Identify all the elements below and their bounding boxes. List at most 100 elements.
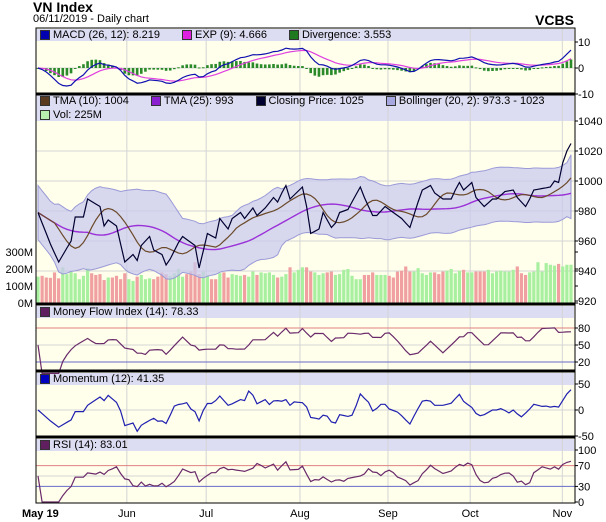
volume-bar — [94, 274, 98, 303]
divergence-bar — [168, 68, 172, 71]
volume-bar — [160, 272, 164, 303]
volume-bar — [73, 273, 77, 303]
volume-bar — [218, 273, 222, 303]
divergence-bar — [185, 64, 189, 68]
volume-bar — [317, 274, 321, 303]
x-tick-label: Aug — [290, 508, 310, 520]
mfi-tick-label: 80 — [578, 323, 590, 335]
volume-bar — [242, 274, 247, 303]
divergence-bar — [474, 67, 478, 69]
volume-bar — [77, 279, 81, 303]
divergence-bar — [396, 68, 399, 71]
volume-bar — [156, 276, 160, 303]
divergence-bar — [540, 67, 544, 69]
volume-bar — [143, 279, 148, 303]
divergence-bar — [338, 68, 341, 73]
divergence-bar — [350, 68, 354, 69]
volume-bar — [61, 267, 65, 303]
divergence-bar — [313, 68, 317, 76]
divergence-bar — [495, 68, 498, 71]
divergence-bar — [218, 61, 222, 68]
divergence-bar — [400, 68, 403, 71]
volume-bar — [346, 269, 350, 303]
divergence-bar — [206, 65, 209, 68]
divergence-bar — [524, 68, 527, 71]
volume-bar — [90, 273, 94, 303]
price-tick-label: 920 — [578, 296, 596, 308]
volume-bar — [404, 266, 408, 303]
volume-bar — [205, 274, 210, 303]
volume-bar — [81, 275, 86, 303]
tma25-line — [37, 192, 572, 251]
divergence-bar — [346, 68, 350, 70]
divergence-bar — [247, 62, 251, 68]
volume-bar — [449, 269, 453, 303]
divergence-bar — [292, 65, 296, 68]
volume-bar — [428, 272, 433, 303]
divergence-bar — [210, 64, 213, 68]
divergence-bar — [255, 63, 259, 68]
volume-bar — [366, 274, 371, 303]
divergence-bar — [61, 68, 65, 77]
volume-bar — [329, 271, 333, 303]
volume-bar — [313, 272, 317, 303]
divergence-bar — [272, 64, 275, 68]
divergence-bar — [445, 66, 449, 68]
legend-label: TMA (25): 993 — [163, 95, 234, 107]
volume-bar — [321, 273, 325, 303]
macd-legend-band — [36, 29, 574, 41]
price-tick-label: 940 — [578, 266, 596, 278]
divergence-bar — [470, 65, 474, 68]
volume-bar — [44, 277, 48, 303]
divergence-bar — [449, 66, 453, 68]
x-tick-label: Jun — [118, 508, 136, 520]
volume-bar — [338, 274, 342, 303]
volume-bar — [424, 274, 428, 303]
momentum-tick-label: 0 — [578, 405, 584, 417]
volume-bar — [354, 279, 358, 303]
price-tick-label: 1020 — [578, 146, 602, 158]
volume-bar — [259, 272, 263, 303]
volume-bar — [445, 270, 449, 303]
volume-bar — [267, 272, 271, 303]
legend-bollinger: Bollinger (20, 2): 973.3 - 1023 — [385, 95, 544, 107]
volume-bar — [482, 271, 486, 303]
divergence-bar — [569, 59, 573, 68]
legend-label: TMA (10): 1004 — [53, 95, 129, 107]
divergence-bar — [148, 68, 151, 70]
divergence-bar — [259, 64, 263, 68]
divergence-bar — [86, 61, 89, 68]
volume-bar — [557, 263, 561, 303]
volume-bar — [139, 274, 143, 303]
divergence-bar — [152, 68, 155, 70]
volume-bar — [238, 275, 243, 303]
volume-bar — [106, 277, 110, 303]
volume-bar — [309, 271, 313, 303]
divergence-bar — [156, 68, 160, 70]
volume-bar — [536, 262, 540, 303]
legend-momentum: Momentum (12): 41.35 — [40, 373, 164, 385]
brand-label: VCBS — [535, 12, 574, 28]
legend-swatch — [255, 96, 266, 106]
volume-bar — [36, 276, 40, 303]
divergence-bar — [123, 68, 127, 74]
volume-bar — [147, 278, 152, 303]
divergence-bar — [330, 68, 333, 76]
volume-bar — [255, 274, 259, 303]
legend-swatch — [150, 96, 161, 106]
volume-bar — [333, 274, 338, 303]
price-tick-label: 1000 — [578, 176, 602, 188]
mfi-legend: Money Flow Index (14): 78.33 — [40, 306, 221, 318]
price-legend-band — [36, 95, 574, 121]
divergence-bar — [466, 65, 470, 68]
volume-bar — [519, 273, 524, 303]
volume-bar — [230, 274, 234, 303]
legend-exp: EXP (9): 4.666 — [182, 29, 267, 41]
macd-line — [37, 47, 572, 87]
legend-divergence: Divergence: 3.553 — [288, 29, 391, 41]
volume-bar — [193, 262, 197, 303]
divergence-bar — [507, 68, 511, 69]
divergence-bar — [177, 67, 180, 69]
divergence-bar — [135, 68, 139, 76]
divergence-bar — [342, 68, 346, 72]
